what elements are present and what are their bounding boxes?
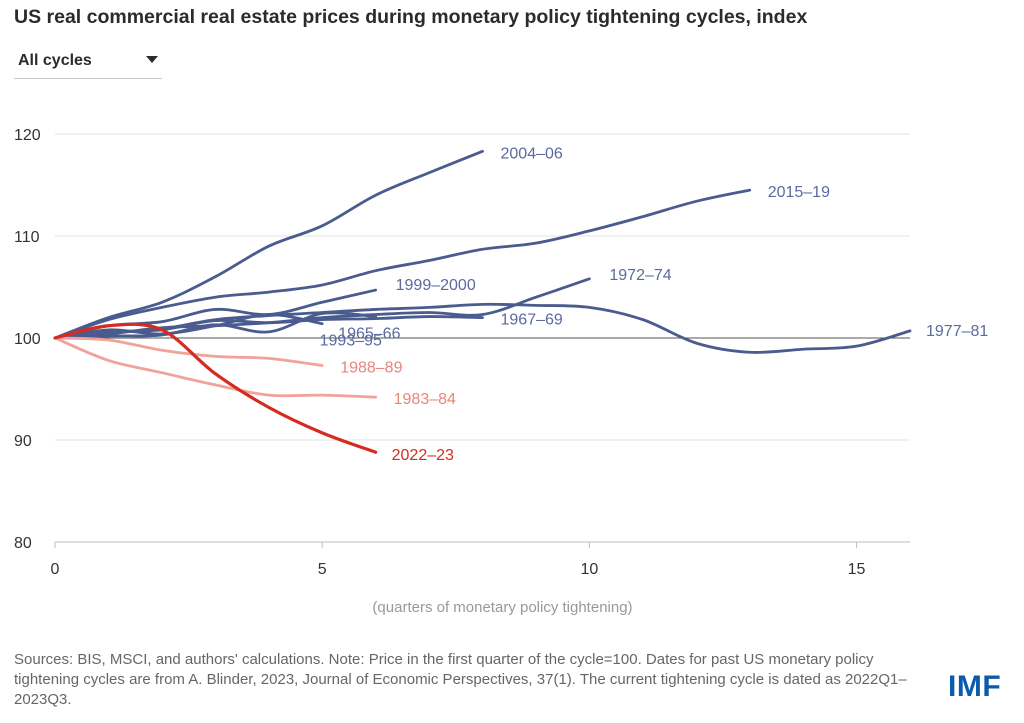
x-tick-label-5: 5	[318, 561, 327, 578]
series-label-1965-66: 1965–66	[338, 326, 400, 343]
series-label-1967-69: 1967–69	[501, 312, 563, 329]
x-tick-label-10: 10	[580, 561, 598, 578]
cycle-select-dropdown[interactable]: All cycles	[14, 46, 162, 79]
y-tick-label-90: 90	[14, 433, 32, 450]
chart-title: US real commercial real estate prices du…	[14, 6, 808, 28]
y-tick-label-110: 110	[14, 229, 40, 246]
series-label-1993-95: 1993–95	[320, 333, 382, 350]
series-label-1983-84: 1983–84	[394, 391, 456, 408]
y-tick-label-100: 100	[14, 331, 41, 348]
series-label-1999-2000: 1999–2000	[396, 277, 476, 294]
triangle-down-icon	[146, 56, 158, 63]
source-note: Sources: BIS, MSCI, and authors' calcula…	[14, 651, 907, 708]
cycle-select-value: All cycles	[18, 52, 92, 69]
x-axis-title: (quarters of monetary policy tightening)	[372, 599, 632, 616]
series-line-2022-23	[53, 322, 378, 454]
x-tick-label-0: 0	[51, 561, 60, 578]
series-label-2022-23: 2022–23	[392, 447, 454, 464]
series-line-2004-06	[53, 149, 484, 340]
series-line-1983-84	[53, 336, 378, 399]
imf-logo: IMF	[948, 670, 1002, 703]
series-label-1972-74: 1972–74	[609, 267, 671, 284]
series-label-1977-81: 1977–81	[926, 323, 988, 340]
series-line-1972-74	[53, 277, 591, 340]
line-chart: 80 90 100 110 120 0 5 10 15 (quarters of monetary…	[14, 127, 988, 616]
series-line-1977-81	[53, 302, 912, 354]
y-tick-label-80: 80	[14, 535, 32, 552]
series-label-2004-06: 2004–06	[501, 145, 563, 162]
series-line-1988-89	[53, 336, 324, 367]
y-tick-label-120: 120	[14, 127, 41, 144]
x-tick-label-15: 15	[848, 561, 866, 578]
series-label-1988-89: 1988–89	[340, 360, 402, 377]
series-label-2015-19: 2015–19	[768, 184, 830, 201]
series-line-2015-19	[53, 188, 752, 340]
